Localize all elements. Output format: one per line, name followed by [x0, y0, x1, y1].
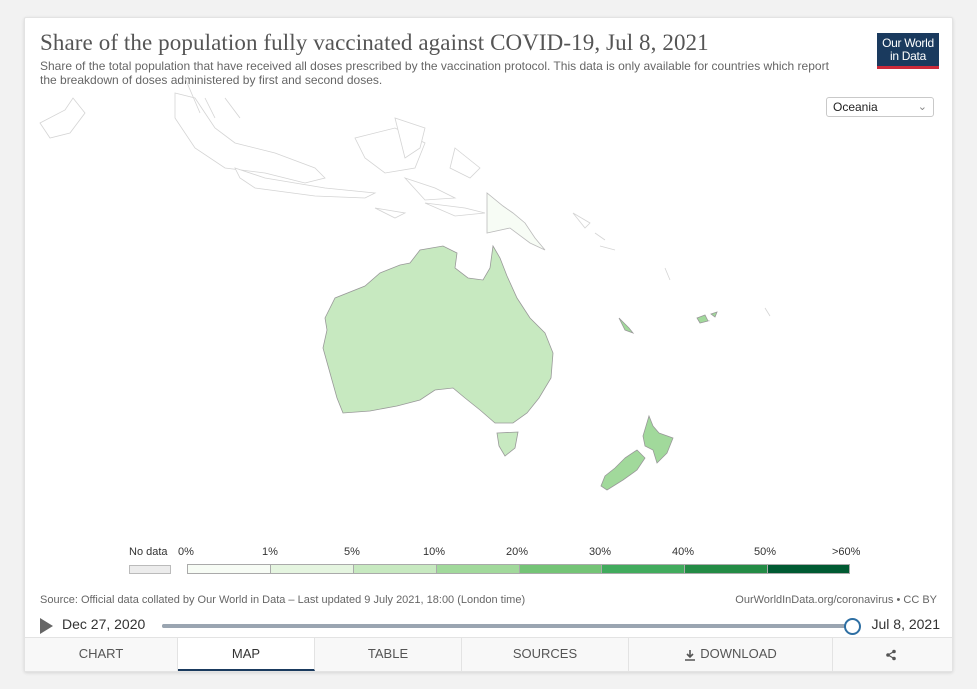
legend-bin[interactable] [353, 564, 436, 574]
logo-line2: in Data [890, 49, 926, 63]
indonesia-outline [39, 77, 486, 219]
map [39, 77, 771, 491]
timeline-end-date: Jul 8, 2021 [871, 616, 941, 632]
tab-sources[interactable]: Sources [462, 638, 629, 671]
tab-bar: Chart Map Table Sources Download [25, 637, 952, 671]
legend-bin[interactable] [436, 564, 519, 574]
chart-card: Share of the population fully vaccinated… [24, 17, 953, 672]
legend-bin[interactable] [270, 564, 353, 574]
legend-bin[interactable] [684, 564, 767, 574]
timeline-fill [162, 624, 852, 628]
legend-bin[interactable] [601, 564, 684, 574]
play-icon[interactable] [40, 618, 53, 634]
legend-tick: >60% [832, 546, 861, 558]
region-australia[interactable] [322, 244, 554, 424]
tab-table[interactable]: Table [315, 638, 462, 671]
legend-tick: 0% [178, 546, 194, 558]
tab-share[interactable] [833, 638, 952, 671]
region-fiji[interactable] [696, 311, 718, 324]
tab-chart[interactable]: Chart [25, 638, 178, 671]
region-select[interactable]: Oceania ⌄ [826, 97, 934, 117]
legend-tick: 30% [589, 546, 612, 558]
legend-bin[interactable] [767, 564, 850, 574]
credit-link[interactable]: OurWorldInData.org/coronavirus • CC BY [735, 594, 937, 606]
legend-tick: 1% [262, 546, 278, 558]
legend-tick: 40% [672, 546, 695, 558]
region-new-caledonia[interactable] [618, 317, 635, 334]
legend-tick: 50% [754, 546, 777, 558]
region-tasmania[interactable] [496, 431, 519, 457]
legend-color-scale [187, 564, 850, 574]
legend-bin[interactable] [187, 564, 270, 574]
source-note: Source: Official data collated by Our Wo… [40, 594, 526, 606]
tab-download-label: Download [700, 646, 777, 661]
timeline-start-date: Dec 27, 2020 [62, 616, 146, 632]
chevron-down-icon: ⌄ [917, 101, 927, 113]
legend-tick: 5% [344, 546, 360, 558]
legend-tick: 20% [506, 546, 529, 558]
region-papua-new-guinea[interactable] [486, 192, 546, 251]
timeline: Dec 27, 2020 Jul 8, 2021 [40, 615, 940, 637]
share-icon [885, 649, 896, 660]
owid-logo[interactable]: Our World in Data [877, 33, 939, 69]
region-new-zealand[interactable] [600, 414, 674, 491]
download-icon [685, 649, 696, 661]
region-select-value: Oceania [833, 100, 878, 114]
timeline-handle[interactable] [844, 618, 861, 635]
legend-bin[interactable] [519, 564, 601, 574]
tab-download[interactable]: Download [629, 638, 833, 671]
chart-title: Share of the population fully vaccinated… [40, 30, 709, 55]
tab-map[interactable]: Map [178, 638, 315, 671]
logo-line1: Our World [882, 36, 934, 50]
pacific-islands [572, 212, 771, 322]
legend-no-data-label: No data [129, 546, 168, 558]
legend-no-data-swatch [129, 565, 171, 574]
timeline-track[interactable] [162, 618, 861, 635]
legend-tick: 10% [423, 546, 446, 558]
chart-subtitle: Share of the total population that have … [40, 59, 829, 87]
